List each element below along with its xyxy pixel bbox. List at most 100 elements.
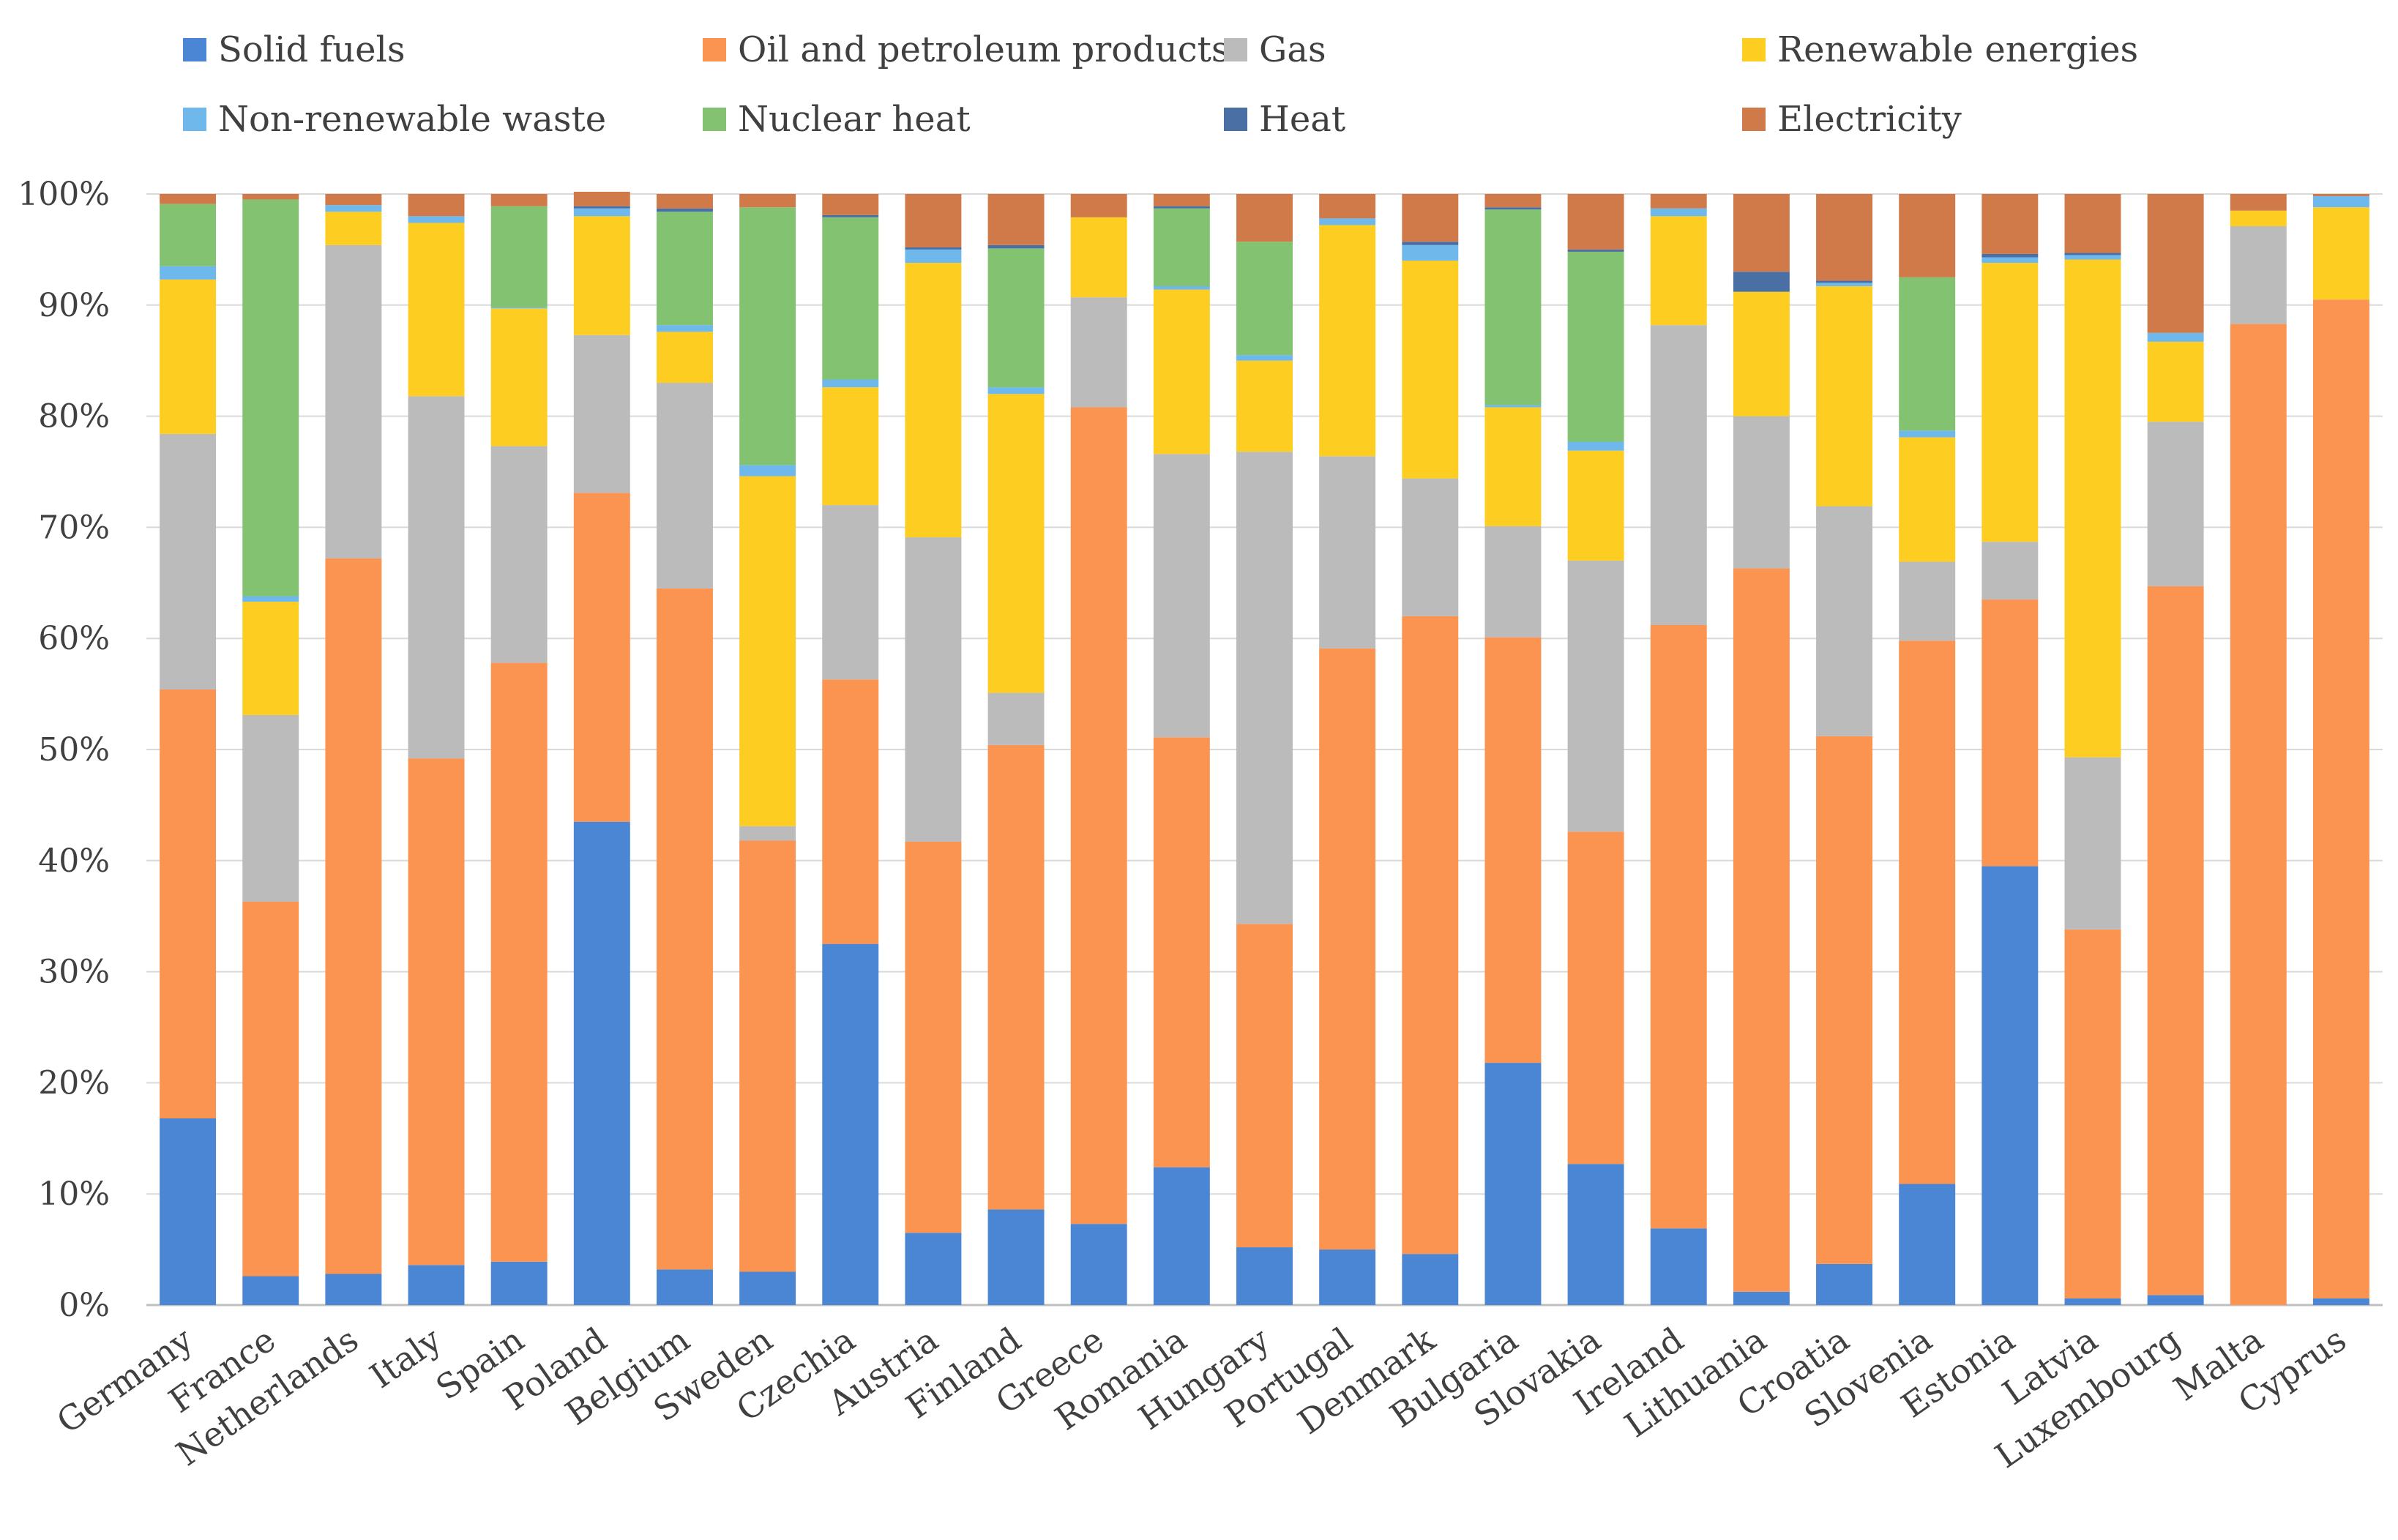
legend-swatch [1224,108,1247,131]
bar-segment-renewable-energies [656,332,713,384]
bar-segment-nuclear-heat [822,217,879,380]
bar-segment-oil-and-petroleum-products [242,901,299,1277]
legend-swatch [703,108,726,131]
bar-segment-renewable-energies [987,394,1045,693]
bar-stack-luxembourg [2147,194,2204,1305]
bar-segment-solid-fuels [1650,1228,1707,1305]
bar-stack-romania [1153,194,1210,1305]
bar-segment-oil-and-petroleum-products [573,493,630,822]
bar-segment-oil-and-petroleum-products [905,841,962,1233]
bar-segment-renewable-energies [490,308,548,446]
bar-segment-renewable-energies [822,387,879,506]
legend-label: Nuclear heat [738,99,971,140]
bar-stack-france [242,194,299,1305]
legend-swatch [1742,108,1766,131]
bar-segment-gas [739,826,796,841]
bar-segment-solid-fuels [160,1118,217,1305]
legend-label: Renewable energies [1777,29,2138,70]
bar-segment-heat [2064,253,2121,255]
legend-label: Solid fuels [218,29,406,70]
bar-segment-nuclear-heat [1899,277,1956,431]
y-axis: 0% 10% 20% 30% 40% 50% 60% 70% 80% 90% 100% [18,176,110,1324]
legend-item-nuclear-heat: Nuclear heat [703,99,971,140]
bar-segment-non-renewable-waste [1981,257,2039,263]
bar-segment-solid-fuels [408,1265,465,1305]
legend-label: Oil and petroleum products [738,29,1230,70]
bar-stack-sweden [739,194,796,1305]
bar-segment-non-renewable-waste [1567,441,1624,451]
bar-segment-electricity [1567,194,1624,250]
bar-segment-heat [1981,253,2039,258]
bar-segment-heat [573,206,630,209]
bar-segment-nuclear-heat [739,207,796,466]
bar-segment-electricity [2147,194,2204,333]
bar-segment-solid-fuels [1981,866,2039,1305]
y-tick-label: 40% [38,842,110,880]
bar-segment-non-renewable-waste [2312,196,2369,208]
bar-segment-renewable-energies [2064,259,2121,758]
legend-item-heat: Heat [1224,99,1345,140]
bar-segment-nuclear-heat [1567,251,1624,442]
bar-stack-austria [905,194,962,1305]
bar-segment-renewable-energies [739,476,796,826]
bar-segment-non-renewable-waste [2147,332,2204,342]
bar-stack-finland [987,194,1045,1305]
bar-segment-non-renewable-waste [1816,283,1873,286]
bar-segment-renewable-energies [325,212,382,245]
bar-segment-electricity [905,194,962,247]
bar-segment-heat [1153,206,1210,209]
bar-segment-gas [1153,454,1210,738]
bar-segment-oil-and-petroleum-products [160,689,217,1118]
bar-stack-greece [1070,194,1127,1305]
bar-segment-electricity [1981,194,2039,254]
bar-segment-non-renewable-waste [1319,218,1376,225]
bar-segment-solid-fuels [2064,1298,2121,1305]
bar-segment-renewable-energies [905,263,962,538]
legend-label: Gas [1259,29,1326,70]
bar-stack-germany [160,194,217,1305]
bar-segment-electricity [1899,194,1956,277]
bar-segment-gas [1650,325,1707,625]
legend-swatch [703,38,726,61]
bar-segment-electricity [573,191,630,206]
bar-segment-non-renewable-waste [905,249,962,263]
legend-item-electricity: Electricity [1742,99,1962,140]
bar-segment-solid-fuels [325,1274,382,1305]
bar-stack-poland [573,191,630,1305]
bar-segment-electricity [987,194,1045,245]
bar-segment-heat [987,244,1045,249]
y-tick-label: 20% [38,1064,110,1102]
bar-segment-gas [2147,422,2204,586]
bar-segment-non-renewable-waste [242,596,299,602]
y-tick-label: 0% [59,1287,110,1324]
bar-segment-solid-fuels [1484,1063,1542,1305]
bar-segment-solid-fuels [242,1276,299,1305]
bar-segment-nuclear-heat [656,212,713,326]
bar-stack-denmark [1402,194,1459,1305]
bar-segment-solid-fuels [490,1261,548,1305]
bars [160,191,2369,1306]
bar-segment-oil-and-petroleum-products [1236,924,1293,1248]
bar-segment-gas [987,692,1045,745]
bar-stack-netherlands [325,194,382,1305]
bar-segment-gas [1236,452,1293,924]
bar-segment-solid-fuels [2147,1295,2204,1305]
bar-segment-gas [408,396,465,759]
bar-segment-non-renewable-waste [822,379,879,388]
bar-segment-non-renewable-waste [1153,285,1210,290]
bar-stack-spain [490,194,548,1305]
bar-segment-electricity [2230,194,2287,211]
legend-swatch [183,108,206,131]
bar-segment-gas [656,383,713,588]
bar-segment-oil-and-petroleum-products [1733,568,1790,1292]
bar-segment-oil-and-petroleum-products [2064,929,2121,1298]
bar-segment-renewable-energies [242,602,299,715]
bar-segment-gas [2230,226,2287,324]
bar-segment-gas [1981,542,2039,600]
bar-segment-heat [1816,280,1873,283]
bar-segment-electricity [1236,194,1293,242]
bar-segment-oil-and-petroleum-products [1484,637,1542,1064]
y-tick-label: 10% [38,1175,110,1213]
